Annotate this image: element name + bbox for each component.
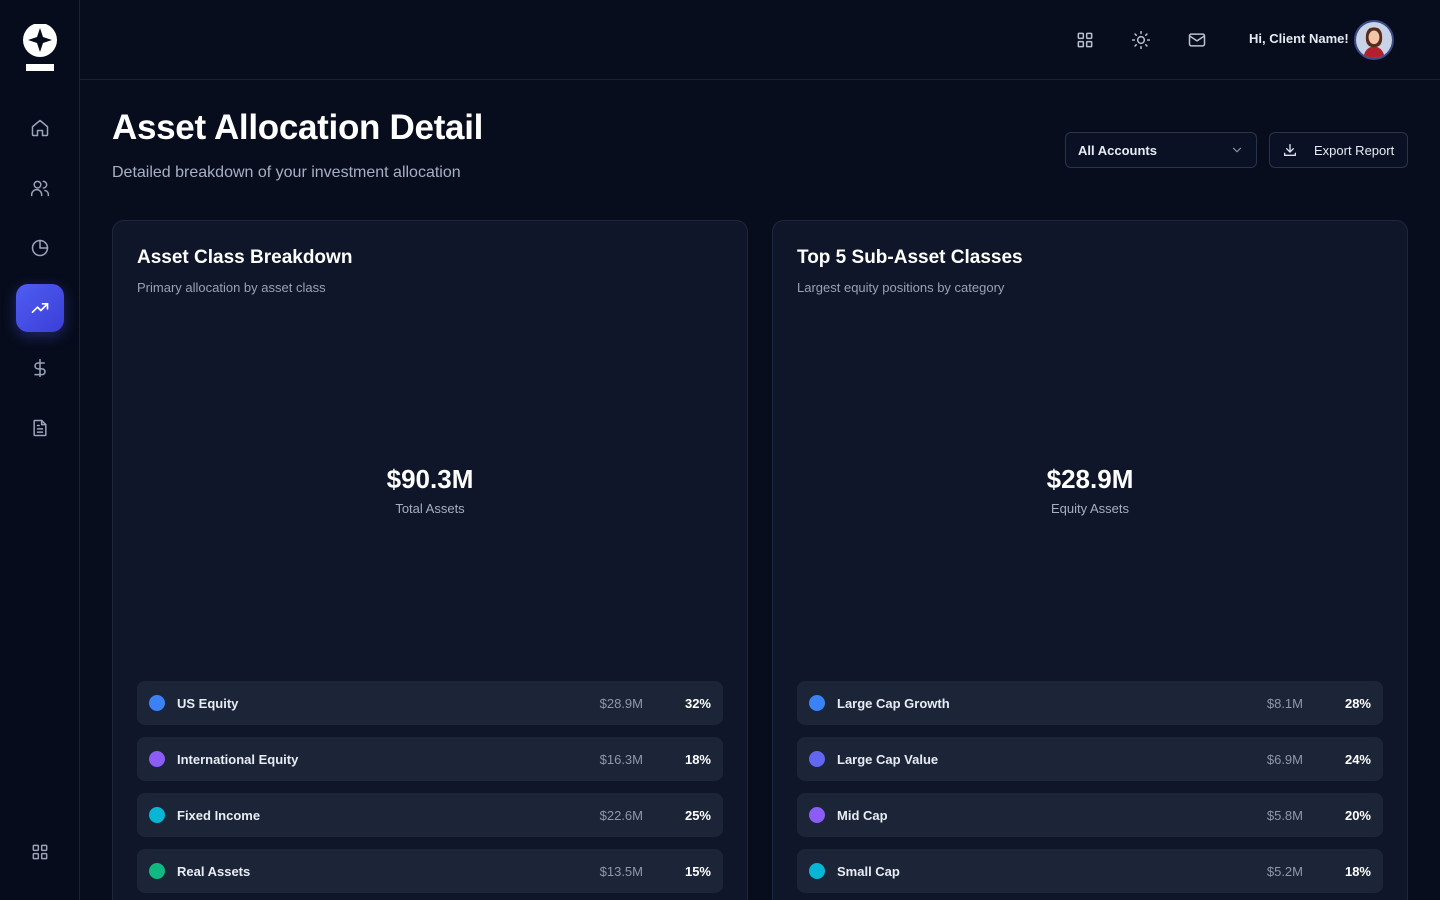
top-bar: Hi, Client Name!	[80, 0, 1440, 80]
legend-label: US Equity	[177, 695, 239, 711]
legend-amount: $28.9M	[599, 695, 643, 711]
legend-color-dot	[149, 863, 165, 879]
legend-color-dot	[809, 751, 825, 767]
dollar-icon	[34, 358, 46, 378]
legend-amount: $8.1M	[1266, 695, 1303, 711]
legend-label: Large Cap Value	[837, 751, 939, 767]
sidebar-item-allocation[interactable]	[16, 224, 64, 272]
account-select-value: All Accounts	[1078, 142, 1157, 158]
legend-percent: 15%	[684, 863, 711, 879]
home-icon	[31, 119, 49, 137]
legend-percent: 18%	[1344, 863, 1371, 879]
sub-asset-card: Top 5 Sub-Asset Classes Largest equity p…	[772, 220, 1408, 900]
legend-item[interactable]: Large Cap Growth $8.1M 28%	[797, 681, 1383, 725]
legend-color-dot	[149, 695, 165, 711]
theme-toggle-button[interactable]	[1129, 28, 1153, 52]
legend-label: Fixed Income	[177, 807, 261, 823]
legend-amount: $5.2M	[1266, 863, 1303, 879]
sidebar-item-performance[interactable]	[16, 284, 64, 332]
card-title: Asset Class Breakdown	[137, 247, 353, 268]
legend-item[interactable]: US Equity $28.9M 32%	[137, 681, 723, 725]
export-report-label: Export Report	[1314, 142, 1395, 158]
legend-amount: $13.5M	[599, 863, 643, 879]
legend-percent: 25%	[684, 807, 711, 823]
card-title: Top 5 Sub-Asset Classes	[797, 247, 1023, 268]
total-assets-label: Total Assets	[395, 501, 465, 516]
legend-item[interactable]: Fixed Income $22.6M 25%	[137, 793, 723, 837]
legend-label: Small Cap	[837, 863, 900, 879]
legend-color-dot	[809, 807, 825, 823]
grid-icon	[1077, 32, 1093, 48]
legend-percent: 24%	[1344, 751, 1371, 767]
card-subtitle: Primary allocation by asset class	[137, 280, 326, 295]
sun-icon	[1131, 30, 1151, 50]
logo[interactable]	[22, 23, 58, 72]
sidebar-item-clients[interactable]	[16, 164, 64, 212]
legend-item[interactable]: Small Cap $5.2M 18%	[797, 849, 1383, 893]
legend-color-dot	[809, 695, 825, 711]
legend-color-dot	[149, 807, 165, 823]
legend-amount: $5.8M	[1266, 807, 1303, 823]
grid-icon	[32, 844, 48, 860]
asset-class-card: Asset Class Breakdown Primary allocation…	[112, 220, 748, 900]
page-title: Asset Allocation Detail	[112, 108, 484, 147]
sidebar-item-home[interactable]	[16, 104, 64, 152]
legend-item[interactable]: International Equity $16.3M 18%	[137, 737, 723, 781]
legend-label: International Equity	[177, 751, 299, 767]
legend-label: Mid Cap	[837, 807, 888, 823]
user-greeting: Hi, Client Name!	[1249, 31, 1349, 46]
avatar[interactable]	[1354, 20, 1394, 60]
card-subtitle: Largest equity positions by category	[797, 280, 1005, 295]
messages-button[interactable]	[1185, 28, 1209, 52]
apps-button[interactable]	[1073, 28, 1097, 52]
page-subtitle: Detailed breakdown of your investment al…	[112, 164, 461, 181]
sidebar-item-apps[interactable]	[16, 828, 64, 876]
sidebar-item-documents[interactable]	[16, 404, 64, 452]
users-icon	[30, 180, 50, 197]
legend-percent: 20%	[1344, 807, 1371, 823]
legend-label: Large Cap Growth	[837, 695, 950, 711]
legend-percent: 18%	[684, 751, 711, 767]
sidebar	[0, 0, 80, 900]
legend-label: Real Assets	[177, 863, 251, 879]
legend-color-dot	[149, 751, 165, 767]
mail-icon	[1188, 33, 1206, 47]
legend-item[interactable]: Real Assets $13.5M 15%	[137, 849, 723, 893]
legend-color-dot	[809, 863, 825, 879]
document-icon	[33, 419, 47, 437]
legend-percent: 28%	[1344, 695, 1371, 711]
legend-amount: $22.6M	[599, 807, 643, 823]
chevron-down-icon	[1232, 147, 1242, 153]
legend-percent: 32%	[684, 695, 711, 711]
legend-item[interactable]: Large Cap Value $6.9M 24%	[797, 737, 1383, 781]
legend-item[interactable]: Mid Cap $5.8M 20%	[797, 793, 1383, 837]
pie-chart-icon	[31, 239, 49, 257]
trending-up-icon	[31, 303, 49, 313]
equity-assets-value: $28.9M	[1046, 464, 1134, 494]
download-icon	[1284, 144, 1296, 156]
export-report-button[interactable]: Export Report	[1269, 132, 1408, 168]
equity-assets-label: Equity Assets	[1050, 501, 1130, 516]
total-assets-value: $90.3M	[386, 464, 474, 494]
legend-amount: $16.3M	[599, 751, 643, 767]
sidebar-item-transactions[interactable]	[16, 344, 64, 392]
legend-amount: $6.9M	[1266, 751, 1303, 767]
account-select[interactable]: All Accounts	[1065, 132, 1257, 168]
